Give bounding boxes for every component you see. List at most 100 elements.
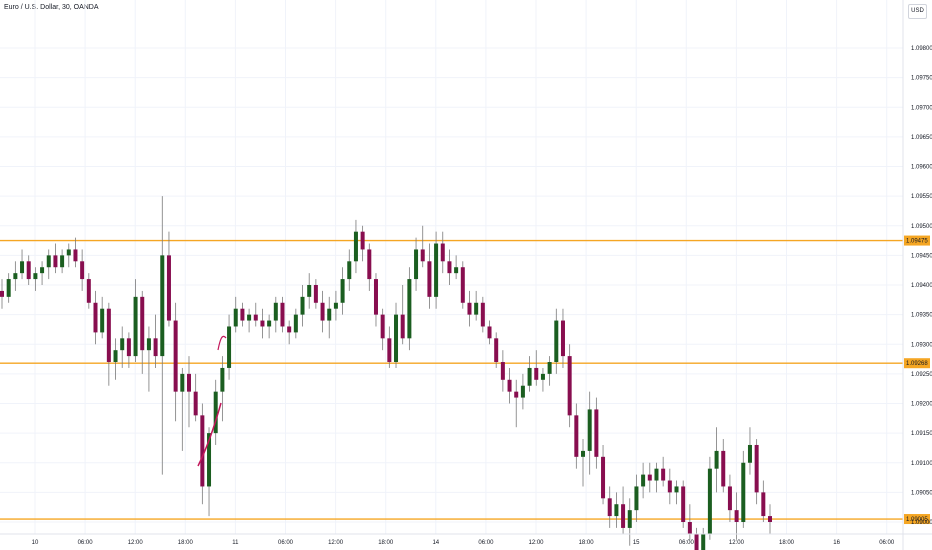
candle-body xyxy=(634,486,639,511)
level-tag xyxy=(904,235,930,246)
candle xyxy=(540,367,545,392)
candle xyxy=(200,403,205,505)
annotations xyxy=(197,335,227,467)
candle xyxy=(440,231,445,274)
candle xyxy=(166,231,171,327)
candle xyxy=(460,261,465,309)
candle-body xyxy=(133,296,138,357)
price-tick-label: 1.09350 xyxy=(911,313,932,319)
price-axis: 1.09800 1.09750 1.09700 1.09650 1.09600 1.095… xyxy=(902,0,932,550)
candle xyxy=(153,314,158,368)
candle xyxy=(240,302,245,327)
candle xyxy=(761,480,766,522)
candle-body xyxy=(313,285,318,303)
candle xyxy=(567,344,572,428)
candle xyxy=(293,308,298,339)
candle xyxy=(160,196,165,475)
candle-body xyxy=(614,504,619,517)
candle xyxy=(73,237,78,268)
candle xyxy=(20,249,25,280)
candle-body xyxy=(574,415,579,457)
candle-body xyxy=(333,302,338,309)
time-tick-label: 06:00 xyxy=(879,540,895,546)
candle xyxy=(333,290,338,321)
candle-body xyxy=(166,255,171,321)
candle xyxy=(320,290,325,333)
candle-body xyxy=(20,261,25,274)
candle-body xyxy=(547,362,552,374)
candle xyxy=(587,391,592,475)
candle-body xyxy=(280,302,285,327)
candle xyxy=(373,273,378,327)
candle xyxy=(394,302,399,368)
candle-body xyxy=(434,243,439,297)
candle-body xyxy=(193,391,198,416)
currency-badge[interactable]: USD xyxy=(908,4,927,19)
grid xyxy=(0,0,903,534)
time-tick-label: 12:00 xyxy=(328,540,344,546)
candle xyxy=(741,450,746,528)
candle xyxy=(106,302,111,386)
price-tick-label: 1.09100 xyxy=(911,461,932,467)
price-tick-label: 1.09150 xyxy=(911,431,932,437)
candle xyxy=(654,462,659,493)
candle xyxy=(387,326,392,368)
candle-body xyxy=(714,450,719,469)
candle xyxy=(173,302,178,422)
candle xyxy=(46,249,51,280)
candle-body xyxy=(360,231,365,250)
candle-body xyxy=(146,338,151,351)
time-axis: 10 06:00 12:00 18:00 11 06:00 12:00 18:00 14 06:0… xyxy=(0,533,932,546)
candle xyxy=(767,504,773,534)
candle-body xyxy=(641,474,646,487)
candle xyxy=(407,267,412,351)
candle xyxy=(360,225,365,262)
candle xyxy=(227,314,232,380)
candle-body xyxy=(387,338,392,363)
candle-body xyxy=(701,533,706,550)
candle-body xyxy=(320,302,325,321)
candle xyxy=(213,379,218,445)
candle xyxy=(353,219,358,274)
candle-body xyxy=(260,320,265,327)
candle xyxy=(400,285,405,345)
candle-body xyxy=(741,462,746,522)
candle xyxy=(721,439,726,493)
candle-body xyxy=(186,373,191,392)
candle xyxy=(574,403,579,469)
candle-body xyxy=(100,308,105,333)
candle-body xyxy=(507,379,512,392)
candle xyxy=(100,296,105,339)
candle-body xyxy=(60,255,65,268)
candle-body xyxy=(380,314,385,339)
level-label: 1.09475 xyxy=(906,239,928,245)
candle-body xyxy=(353,231,358,262)
time-tick-label: 14 xyxy=(432,540,439,546)
candle-body xyxy=(394,314,399,363)
candle-body xyxy=(227,326,232,368)
candle-body xyxy=(681,486,686,522)
candle-body xyxy=(440,243,445,262)
level-tag xyxy=(904,514,930,525)
candle xyxy=(427,243,432,309)
candle-body xyxy=(734,510,739,522)
time-tick-label: 06:00 xyxy=(679,540,695,546)
candle xyxy=(287,320,292,345)
candle xyxy=(414,237,419,291)
candle xyxy=(253,302,258,327)
candle xyxy=(727,474,732,522)
time-tick-label: 18:00 xyxy=(779,540,795,546)
candle xyxy=(674,480,679,505)
candle xyxy=(747,427,752,475)
candle xyxy=(467,290,472,327)
candle-body xyxy=(581,450,586,457)
candle xyxy=(534,350,539,386)
candle-body xyxy=(220,367,225,392)
candle xyxy=(707,456,712,540)
candle xyxy=(233,296,238,333)
candle-body xyxy=(367,249,372,280)
candle xyxy=(86,273,91,309)
candle xyxy=(327,296,332,339)
level-label: 1.09005 xyxy=(906,517,928,523)
